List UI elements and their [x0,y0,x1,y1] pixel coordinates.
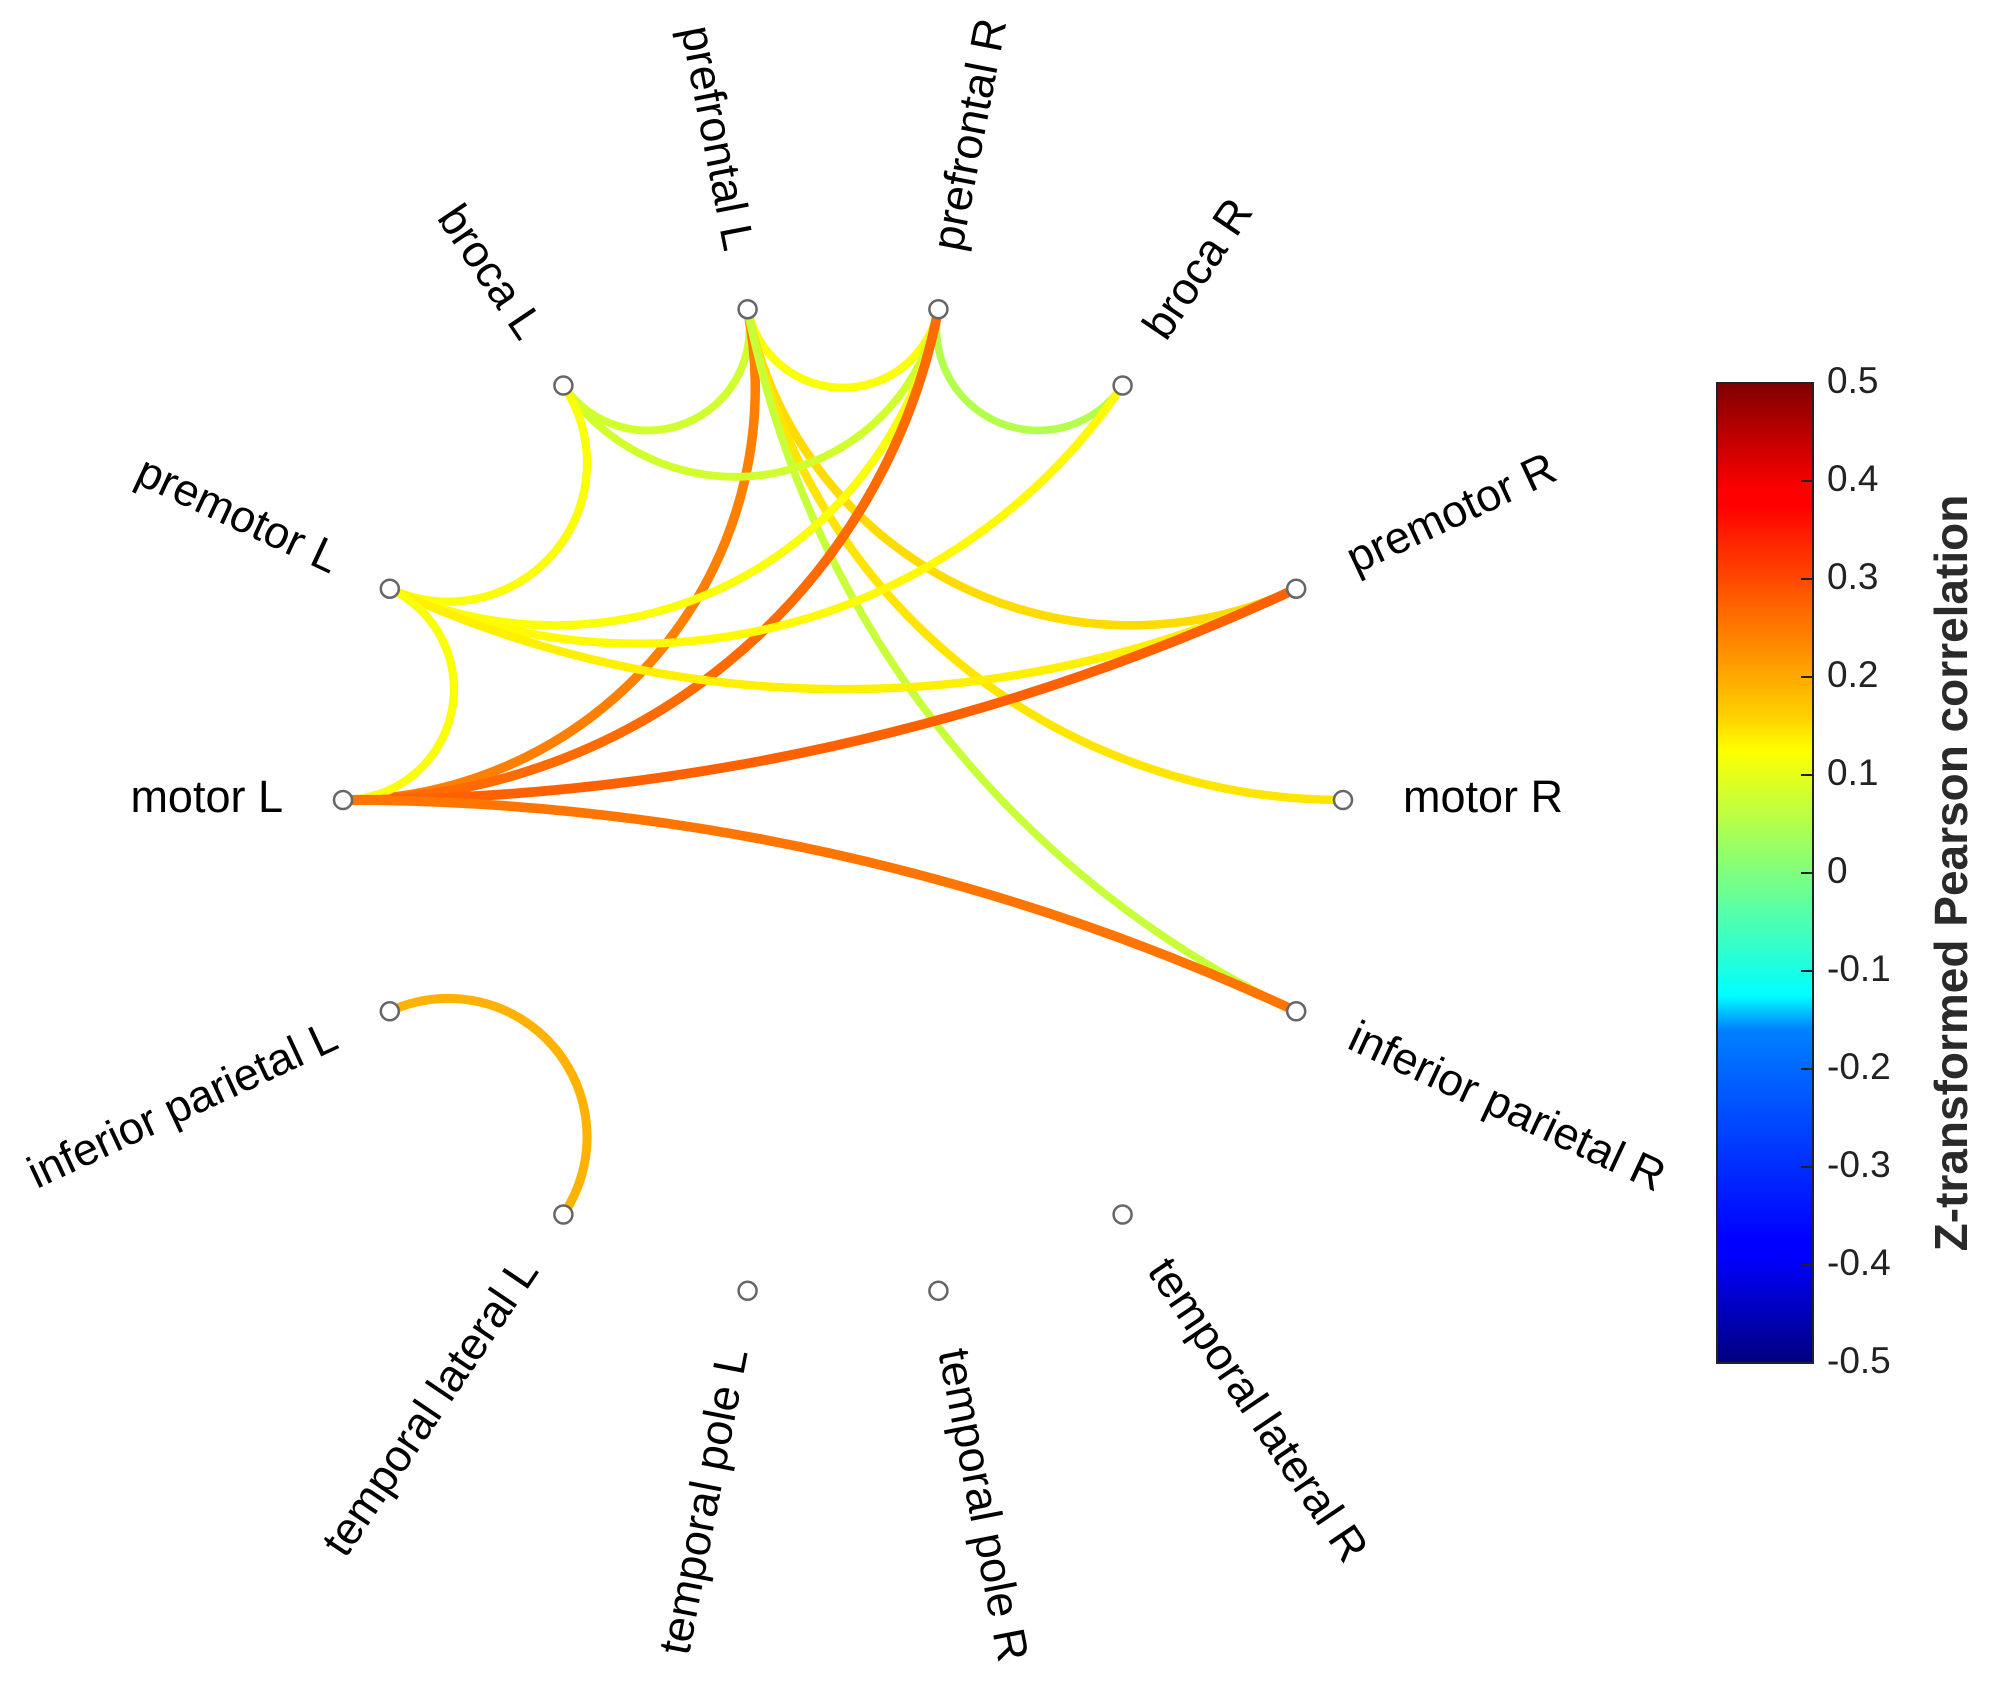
colorbar-ticks: 0.5 0.4 0.3 0.2 0.1 0 -0.1 -0.2 -0.3 -0.4 -0.5 [1801,360,1891,1381]
node-inferior-parietal-l [379,1001,401,1022]
edge-prefrontal-r-to-premotor-l [385,305,943,630]
edge-prefrontal-l-to-broca-l [559,305,754,435]
node-prefrontal-l [737,298,758,320]
colorbar: 0.5 0.4 0.3 0.2 0.1 0 -0.1 -0.2 -0.3 -0.4 -0.5 Z-t… [1716,360,1977,1381]
node-label-broca-r: broca R [1132,189,1262,348]
node-label-motor-l: motor L [130,771,283,822]
edge-prefrontal-r-to-broca-l [559,305,943,481]
node-temporal-pole-r [928,1280,949,1302]
colorbar-scale [1716,382,1814,1364]
edge-motor-l-to-inferior-parietal-r [338,795,1301,1017]
node-label-motor-r: motor R [1403,771,1563,822]
edge-inferior-parietal-l-to-temporal-lateral-l [385,993,592,1219]
node-label-prefrontal-r: prefrontal R [921,14,1016,255]
node-label-temporal-pole-l: temporal pole L [648,1344,757,1658]
edges-layer [338,304,1348,1219]
edge-broca-r-to-premotor-l [385,381,1127,648]
edge-prefrontal-r-to-broca-r [932,305,1127,435]
edge-prefrontal-r-to-motor-l [338,304,944,805]
colorbar-tick-label: 0.1 [1827,752,1878,793]
labels-layer: prefrontal L prefrontal R broca R premotor … [19,14,1673,1666]
node-prefrontal-r [928,298,949,320]
edge-prefrontal-l-to-prefrontal-r [743,305,943,392]
colorbar-tick-label: -0.5 [1827,1340,1891,1381]
colorbar-tick-label: -0.2 [1827,1046,1891,1087]
edge-motor-l-to-premotor-r [338,583,1302,805]
colorbar-tick-label: 0 [1827,850,1848,891]
colorbar-tick-label: -0.3 [1827,1144,1891,1185]
node-label-temporal-pole-r: temporal pole R [928,1344,1039,1666]
edge-prefrontal-l-to-premotor-r [743,304,1301,630]
node-motor-l [332,789,354,811]
node-label-inferior-parietal-r: inferior parietal R [1341,1010,1673,1201]
colorbar-title: Z-transformed Pearson correlation [1925,495,1977,1252]
node-temporal-lateral-r [1112,1204,1133,1225]
colorbar-tick-label: 0.5 [1827,360,1878,401]
nodes-layer [332,298,1354,1302]
colorbar-tick-label: 0.3 [1827,556,1878,597]
node-label-broca-l: broca L [428,195,554,348]
colorbar-tick-label: -0.1 [1827,948,1891,989]
node-motor-r [1332,789,1354,811]
node-inferior-parietal-r [1285,1001,1307,1022]
colorbar-tick-label: 0.2 [1827,654,1878,695]
colorbar-tick-label: 0.4 [1827,458,1878,499]
node-label-premotor-l: premotor L [129,445,348,583]
edge-broca-l-to-premotor-l [385,381,592,606]
edge-premotor-l-to-motor-l [338,584,459,805]
node-label-premotor-r: premotor R [1338,442,1564,583]
node-temporal-lateral-l [553,1204,574,1225]
colorbar-tick-label: -0.4 [1827,1242,1891,1283]
node-label-temporal-lateral-l: temporal lateral L [311,1248,548,1565]
node-label-prefrontal-l: prefrontal L [671,21,764,254]
node-label-inferior-parietal-l: inferior parietal L [19,1010,344,1198]
node-premotor-l [379,578,401,599]
node-premotor-r [1285,578,1307,599]
node-broca-r [1112,375,1133,396]
edge-prefrontal-l-to-motor-r [743,304,1348,805]
node-broca-l [553,375,574,396]
node-label-temporal-lateral-r: temporal lateral R [1138,1248,1379,1571]
edge-prefrontal-l-to-inferior-parietal-r [743,305,1301,1016]
node-temporal-pole-l [737,1280,758,1302]
